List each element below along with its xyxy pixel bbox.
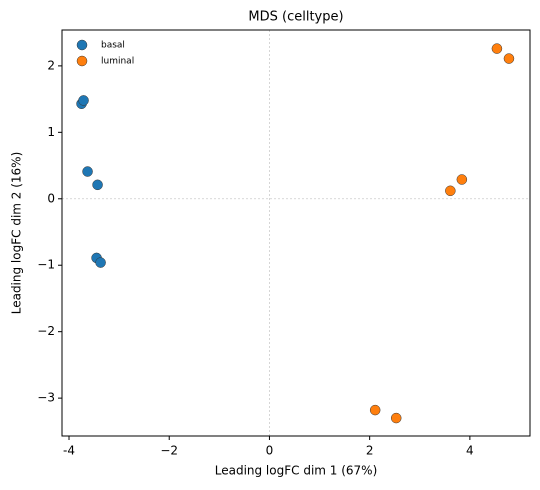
point (95, 257, 106, 268)
x-tick-label: 0 (266, 444, 274, 458)
legend-label: luminal (101, 57, 134, 67)
point (456, 174, 468, 185)
x-tick-label: 2 (366, 444, 374, 458)
point (445, 185, 456, 197)
point (390, 412, 402, 424)
legend-label: basal (101, 41, 125, 51)
x-tick-label: −2 (160, 444, 178, 458)
y-tick-label: 2 (47, 58, 55, 72)
point (503, 53, 515, 64)
x-tick-label: 4 (466, 444, 474, 458)
point (92, 179, 103, 191)
chart-title: MDS (celltype) (248, 10, 343, 25)
y-tick-label: 0 (47, 191, 55, 205)
y-tick-label: −1 (37, 258, 55, 272)
y-tick-label: 1 (47, 125, 55, 139)
legend-marker (76, 39, 88, 51)
point (82, 166, 93, 177)
y-axis-label: Leading logFC dim 2 (16%) (10, 152, 24, 315)
point (369, 404, 381, 416)
x-axis-label: Leading logFC dim 1 (67%) (215, 464, 378, 478)
plot-frame (61, 29, 531, 437)
x-tick-label: -4 (63, 444, 75, 458)
y-tick-label: −2 (37, 324, 55, 338)
point (491, 43, 503, 54)
legend-marker (76, 55, 88, 67)
y-tick-label: −3 (37, 391, 55, 405)
point (78, 95, 89, 106)
